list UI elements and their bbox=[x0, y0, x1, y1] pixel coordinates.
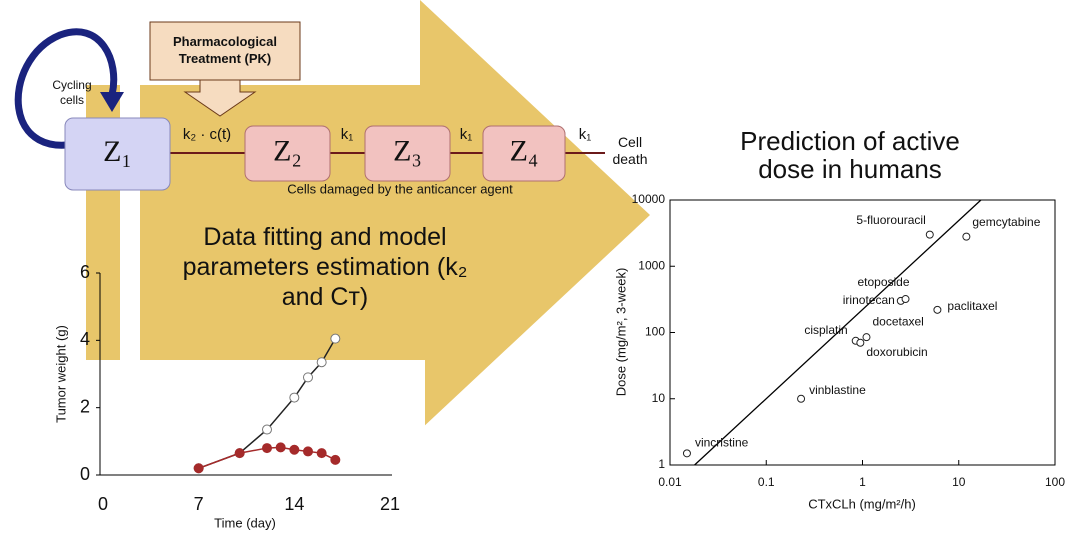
data-point bbox=[934, 306, 941, 313]
data-point bbox=[290, 445, 299, 454]
compartment-label: Z₃ bbox=[393, 134, 422, 167]
y-tick-label: 10000 bbox=[632, 192, 666, 206]
x-tick-label: 14 bbox=[284, 494, 304, 514]
y-axis-label: Dose (mg/m², 3-week) bbox=[613, 268, 628, 397]
point-label: gemcytabine bbox=[972, 215, 1040, 229]
data-point bbox=[317, 358, 326, 367]
y-axis-label: Tumor weight (g) bbox=[53, 325, 68, 423]
x-axis-label: Time (day) bbox=[214, 515, 276, 530]
point-label: doxorubicin bbox=[866, 345, 927, 359]
data-point bbox=[194, 464, 203, 473]
data-point bbox=[926, 231, 933, 238]
x-tick-label: 0.1 bbox=[758, 475, 775, 489]
damaged-label: Cells damaged by the anticancer agent bbox=[287, 181, 513, 196]
x-axis-label: CTxCLh (mg/m²/h) bbox=[808, 496, 916, 511]
point-label: paclitaxel bbox=[947, 299, 997, 313]
data-point bbox=[798, 395, 805, 402]
y-tick-label: 1000 bbox=[638, 258, 665, 272]
x-tick-label: 10 bbox=[952, 475, 966, 489]
y-tick-label: 4 bbox=[80, 329, 90, 349]
point-label: docetaxel bbox=[872, 314, 923, 328]
y-tick-label: 10 bbox=[652, 391, 666, 405]
compartment-label: Z₁ bbox=[103, 135, 132, 168]
x-tick-label: 100 bbox=[1045, 475, 1065, 489]
point-label: irinotecan bbox=[843, 293, 895, 307]
x-tick-label: 0 bbox=[98, 494, 108, 514]
point-label: 5-fluorouracil bbox=[856, 213, 925, 227]
data-point bbox=[902, 296, 909, 303]
data-point bbox=[331, 334, 340, 343]
data-point bbox=[235, 449, 244, 458]
rate-label: k₁ bbox=[341, 126, 354, 143]
data-point bbox=[963, 233, 970, 240]
data-point bbox=[857, 339, 864, 346]
y-tick-label: 1 bbox=[658, 457, 665, 471]
y-tick-label: 0 bbox=[80, 464, 90, 484]
data-point bbox=[276, 443, 285, 452]
compartment-label: Z₂ bbox=[273, 134, 302, 167]
data-point bbox=[263, 444, 272, 453]
x-tick-label: 7 bbox=[194, 494, 204, 514]
point-label: etoposide bbox=[857, 275, 909, 289]
rate-label: k₁ bbox=[460, 126, 473, 143]
y-tick-label: 2 bbox=[80, 396, 90, 416]
x-tick-label: 21 bbox=[380, 494, 400, 514]
point-label: cisplatin bbox=[804, 323, 847, 337]
data-point bbox=[290, 393, 299, 402]
x-tick-label: 1 bbox=[859, 475, 866, 489]
point-label: vinblastine bbox=[809, 383, 866, 397]
chart-panel bbox=[95, 360, 425, 490]
data-point bbox=[317, 449, 326, 458]
compartment-label: Z₄ bbox=[510, 134, 539, 167]
data-point bbox=[263, 425, 272, 434]
point-label: vincristine bbox=[695, 436, 749, 450]
data-point bbox=[683, 450, 690, 457]
y-tick-label: 100 bbox=[645, 325, 665, 339]
rate-label: k₂ · c(t) bbox=[183, 126, 231, 143]
data-point bbox=[331, 455, 340, 464]
rate-label: k₁ bbox=[579, 126, 592, 143]
x-tick-label: 0.01 bbox=[658, 475, 682, 489]
data-point bbox=[863, 334, 870, 341]
data-point bbox=[304, 447, 313, 456]
plot-frame bbox=[670, 200, 1055, 465]
data-point bbox=[304, 373, 313, 382]
figure: PharmacologicalTreatment (PK)Cyclingcell… bbox=[0, 0, 1072, 533]
y-tick-label: 6 bbox=[80, 262, 90, 282]
